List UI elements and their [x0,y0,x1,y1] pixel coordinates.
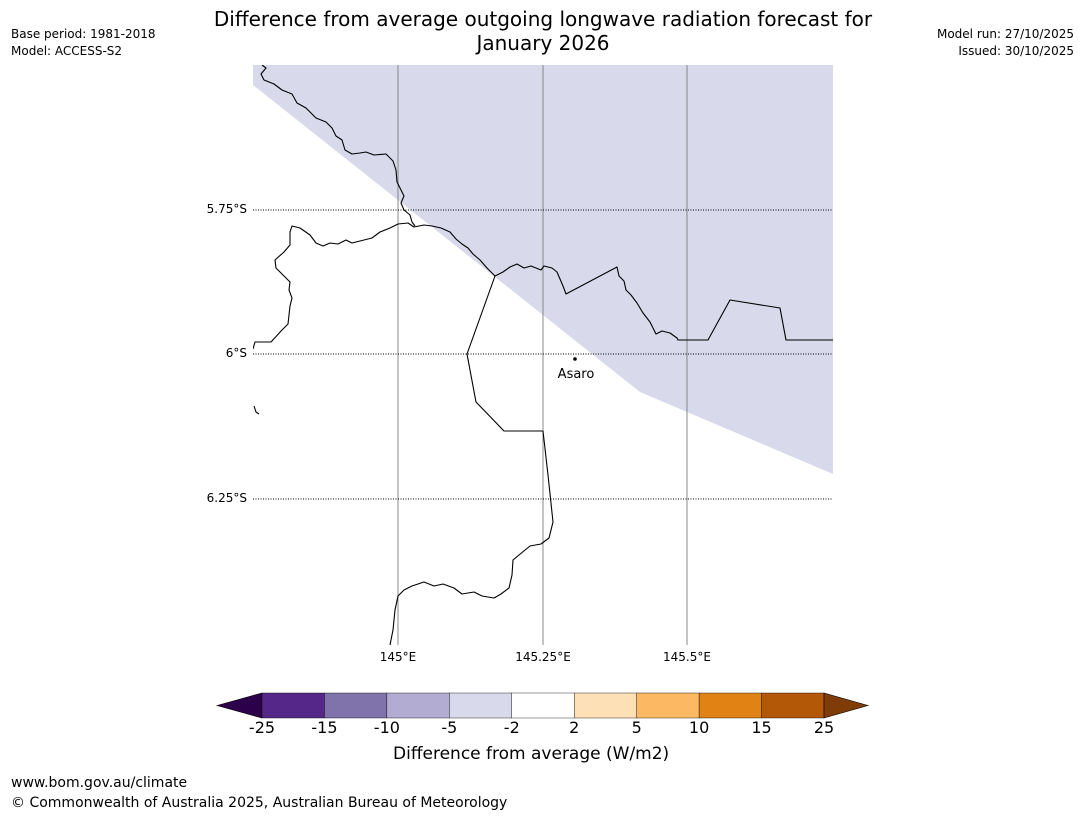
colorbar-tick-label: -5 [441,718,458,737]
lon-label-145-5: 145.5°E [663,650,711,664]
colorbar-title: Difference from average (W/m2) [393,744,670,764]
meta-right: Model run: 27/10/2025 Issued: 30/10/2025 [937,26,1074,60]
boundary-south [389,275,554,645]
lat-label-6: 6°S [226,346,247,360]
colorbar-tick-label: 10 [688,718,710,737]
colorbar-tick-label: 25 [813,718,835,737]
colorbar-segment [698,692,762,719]
issued-date: Issued: 30/10/2025 [958,44,1074,58]
model-name: Model: ACCESS-S2 [11,44,123,58]
footer-url[interactable]: www.bom.gov.au/climate [11,775,188,791]
colorbar-tick-label: 5 [631,718,642,737]
colorbar-tick-label: -25 [248,718,276,737]
title-line-2: January 2026 [476,31,610,55]
base-period: Base period: 1981-2018 [11,27,156,41]
colorbar-segment [511,692,575,719]
colorbar-tick-label: 15 [751,718,772,737]
lon-label-145: 145°E [380,650,417,664]
map-title: Difference from average outgoing longwav… [142,7,944,55]
colorbar-segment [636,692,700,719]
map-area: Asaro [253,65,833,645]
colorbar-segment [761,692,825,719]
boundary-east [494,263,833,341]
colorbar-segment [574,692,637,719]
colorbar-segment [449,692,512,719]
colorbar [215,692,870,719]
colorbar-segment [386,692,450,719]
colorbar-tick-label: -10 [373,718,400,737]
title-line-1: Difference from average outgoing longwav… [213,7,873,31]
colorbar-tick-label: -2 [503,718,520,737]
footer-copyright: © Commonwealth of Australia 2025, Austra… [11,795,508,811]
colorbar-segment [261,692,325,719]
meta-left: Base period: 1981-2018 Model: ACCESS-S2 [11,26,156,60]
colorbar-segment [324,692,388,719]
model-run: Model run: 27/10/2025 [936,27,1074,41]
colorbar-tick-label: 2 [569,718,580,737]
colorbar-arrow-high [823,692,870,719]
boundary-north [260,65,416,227]
boundary-central [253,222,496,350]
colorbar-tick-label: -15 [311,718,338,737]
boundary-west-fragment [253,405,260,415]
lat-label-6-25: 6.25°S [207,491,247,505]
colorbar-arrow-low [215,692,263,719]
lat-label-5-75: 5.75°S [207,202,247,216]
place-marker-asaro [573,357,577,361]
place-label-asaro: Asaro [558,367,595,382]
lon-label-145-25: 145.25°E [515,650,571,664]
